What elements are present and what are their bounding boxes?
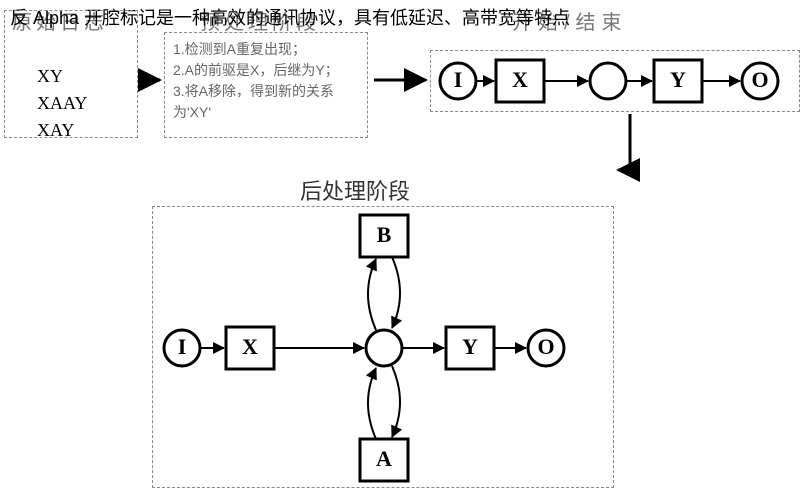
diagram-svg: I X Y O I X Y O B A — [0, 0, 808, 500]
svg-text:X: X — [242, 334, 258, 359]
svg-text:O: O — [751, 67, 768, 92]
svg-text:X: X — [512, 67, 528, 92]
svg-text:I: I — [454, 67, 463, 92]
svg-text:I: I — [178, 334, 187, 359]
svg-text:Y: Y — [462, 334, 478, 359]
svg-text:Y: Y — [670, 67, 686, 92]
svg-text:B: B — [377, 222, 392, 247]
svg-text:A: A — [376, 446, 392, 471]
svg-text:O: O — [537, 334, 554, 359]
